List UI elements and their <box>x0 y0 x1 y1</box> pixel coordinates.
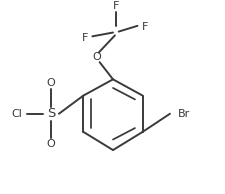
Text: O: O <box>46 78 55 88</box>
Text: O: O <box>92 52 101 62</box>
Text: F: F <box>112 1 119 11</box>
Text: S: S <box>47 107 55 120</box>
Text: O: O <box>46 139 55 149</box>
Text: Cl: Cl <box>11 109 22 119</box>
Text: F: F <box>141 22 148 32</box>
Text: Br: Br <box>178 109 190 119</box>
Text: F: F <box>81 33 88 43</box>
